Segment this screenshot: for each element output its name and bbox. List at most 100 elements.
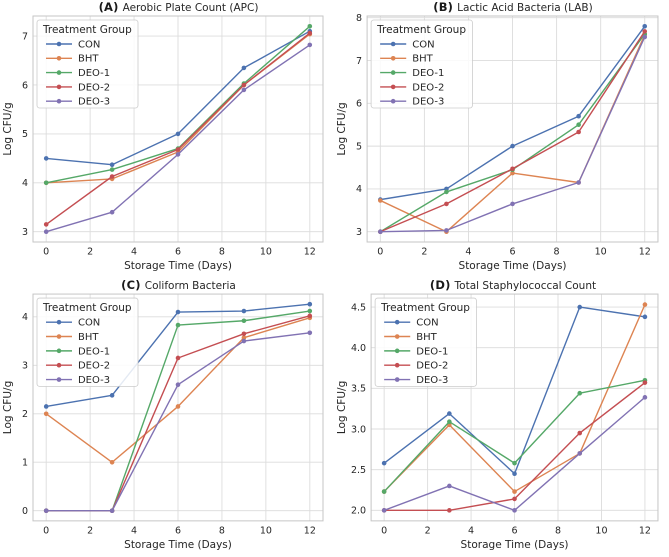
legend-entry-label: DEO-3: [78, 97, 110, 108]
x-axis-label: Storage Time (Days): [124, 260, 232, 272]
data-point: [43, 156, 49, 161]
data-point: [307, 330, 313, 336]
svg-text:5: 5: [356, 141, 362, 152]
data-point: [43, 508, 49, 514]
data-point: [175, 309, 181, 315]
data-point: [576, 180, 581, 185]
data-point: [109, 393, 115, 398]
x-axis-label: Storage Time (Days): [124, 539, 232, 551]
x-axis-label: Storage Time (Days): [459, 260, 567, 272]
legend-box: [36, 19, 139, 109]
data-point: [378, 198, 383, 203]
data-point: [241, 82, 247, 88]
legend-entry-label: BHT: [412, 54, 433, 65]
data-point: [576, 129, 581, 135]
data-point: [444, 201, 449, 207]
x-axis-label: Storage Time (Days): [461, 539, 569, 551]
data-point: [447, 419, 452, 425]
series-con: [381, 304, 648, 477]
legend-entry-label: BHT: [78, 332, 99, 343]
legend-entry-label: CON: [416, 318, 438, 329]
data-point: [307, 308, 313, 314]
legend-entry-label: BHT: [416, 332, 437, 343]
svg-text:0: 0: [43, 247, 49, 258]
legend-entry-label: DEO-1: [416, 346, 448, 357]
data-point: [381, 489, 387, 494]
legend-marker: [56, 56, 62, 61]
data-point: [512, 471, 517, 477]
data-point: [642, 302, 648, 307]
svg-text:4: 4: [131, 525, 137, 536]
series-deo-3: [43, 42, 313, 234]
svg-text:3.5: 3.5: [351, 384, 366, 395]
data-point: [175, 152, 181, 157]
data-point: [109, 508, 115, 514]
legend-marker: [56, 84, 62, 90]
data-point: [378, 229, 383, 234]
svg-text:3: 3: [22, 227, 28, 238]
data-point: [307, 301, 313, 307]
data-point: [307, 24, 313, 29]
chart-lab-canvas: 0 2 4 6 8 10 12 3 4 5 6 7 8 Storage Time (Days) Log CF…: [334, 0, 669, 278]
data-point: [577, 304, 583, 310]
data-point: [241, 65, 247, 71]
svg-text:0: 0: [381, 525, 387, 536]
svg-text:8: 8: [219, 247, 225, 258]
legend-box: [36, 297, 139, 387]
plot-border: [366, 15, 659, 243]
chart-apc-canvas: 0 2 4 6 8 10 12 3 4 5 6 7 Storage Time (Days) Log CFU…: [0, 0, 334, 278]
legend-marker: [394, 362, 400, 368]
legend-entry-label: CON: [412, 39, 434, 50]
data-point: [241, 338, 247, 344]
legend-marker: [56, 377, 62, 382]
svg-text:4: 4: [22, 312, 28, 323]
svg-text:12: 12: [304, 525, 316, 536]
data-point: [444, 189, 449, 195]
legend-marker: [390, 70, 396, 75]
svg-text:10: 10: [260, 525, 272, 536]
data-point: [175, 131, 181, 137]
data-point: [512, 489, 517, 494]
series-deo-2: [43, 30, 313, 227]
data-point: [109, 459, 115, 465]
svg-text:1: 1: [22, 458, 28, 469]
data-point: [109, 167, 115, 172]
data-point: [577, 430, 583, 436]
data-point: [241, 87, 247, 93]
tick-labels: 0 2 4 6 8 10 12 3 4 5 6 7: [22, 31, 316, 257]
svg-text:2: 2: [87, 247, 93, 258]
svg-text:0: 0: [377, 247, 383, 258]
legend-entry-label: DEO-2: [78, 82, 110, 93]
plot-border: [370, 293, 659, 522]
data-point: [577, 390, 583, 396]
svg-text:2: 2: [87, 525, 93, 536]
legend-entry-label: DEO-3: [416, 375, 448, 386]
svg-text:3: 3: [356, 227, 362, 238]
legend: Treatment Group CON BHT DEO-1 DEO-2 DEO-3: [36, 19, 139, 109]
svg-text:10: 10: [595, 525, 607, 536]
legend-entry-label: DEO-2: [412, 82, 444, 93]
data-point: [447, 411, 452, 416]
data-point: [576, 113, 581, 119]
svg-text:2: 2: [421, 247, 427, 258]
data-point: [642, 395, 648, 400]
tick-labels: 0 2 4 6 8 10 12 2.0 2.5 3.0 3.5 4.0 4.5: [351, 302, 651, 536]
data-point: [642, 380, 648, 385]
legend-marker: [390, 84, 396, 90]
legend-entry-label: DEO-3: [412, 97, 444, 108]
legend-marker: [56, 362, 62, 368]
svg-text:3: 3: [22, 361, 28, 372]
legend-entry-label: DEO-2: [78, 361, 110, 372]
data-point: [642, 24, 648, 29]
series-deo-3: [43, 330, 313, 514]
svg-text:4: 4: [468, 525, 474, 536]
tick-labels: 0 2 4 6 8 10 12 3 4 5 6 7 8: [356, 13, 651, 257]
svg-text:10: 10: [260, 247, 272, 258]
svg-text:7: 7: [22, 31, 28, 42]
data-point: [510, 170, 515, 176]
data-point: [175, 147, 181, 152]
data-point: [444, 228, 449, 233]
legend-marker: [56, 70, 62, 75]
y-axis-label: Log CFU/g: [336, 102, 348, 155]
